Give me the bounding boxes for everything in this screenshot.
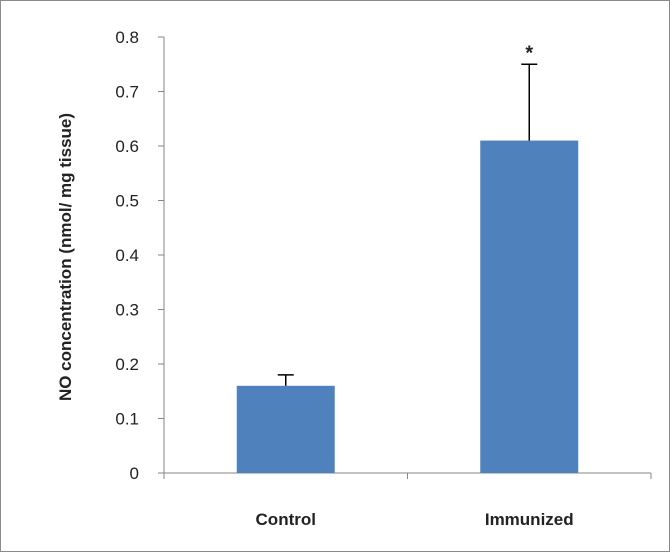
y-tick-label: 0.8 bbox=[115, 28, 139, 47]
bar bbox=[480, 140, 579, 474]
y-tick-label: 0.1 bbox=[115, 410, 139, 429]
y-tick-label: 0.4 bbox=[115, 246, 139, 265]
y-axis-title: NO concentration (nmol/ mg tissue) bbox=[56, 113, 75, 401]
y-tick-label: 0 bbox=[130, 464, 139, 483]
y-tick-label: 0.3 bbox=[115, 301, 139, 320]
labels: 0 0.1 0.2 0.3 0.4 0.5 0.6 0.7 0.8 Control * Immuniz… bbox=[115, 28, 573, 529]
bars bbox=[236, 63, 579, 474]
y-tick-label: 0.6 bbox=[115, 137, 139, 156]
x-category-label: Control bbox=[256, 510, 316, 529]
y-tick-label: 0.2 bbox=[115, 355, 139, 374]
y-tick-label: 0.7 bbox=[115, 83, 139, 102]
bar bbox=[236, 385, 335, 473]
x-category-label: Immunized bbox=[485, 510, 574, 529]
significance-marker: * bbox=[525, 42, 533, 64]
y-tick-label: 0.5 bbox=[115, 192, 139, 211]
